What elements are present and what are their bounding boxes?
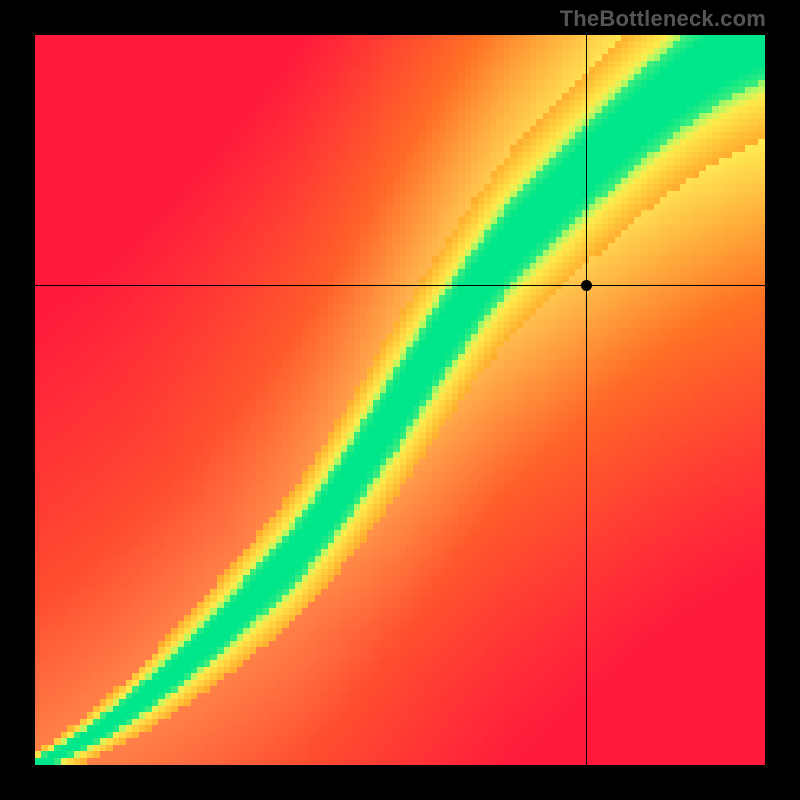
crosshair-vertical bbox=[586, 35, 587, 765]
figure-root: TheBottleneck.com bbox=[0, 0, 800, 800]
crosshair-horizontal bbox=[35, 285, 765, 286]
watermark-text: TheBottleneck.com bbox=[560, 6, 766, 32]
bottleneck-heatmap bbox=[35, 35, 765, 765]
plot-frame bbox=[35, 35, 765, 765]
